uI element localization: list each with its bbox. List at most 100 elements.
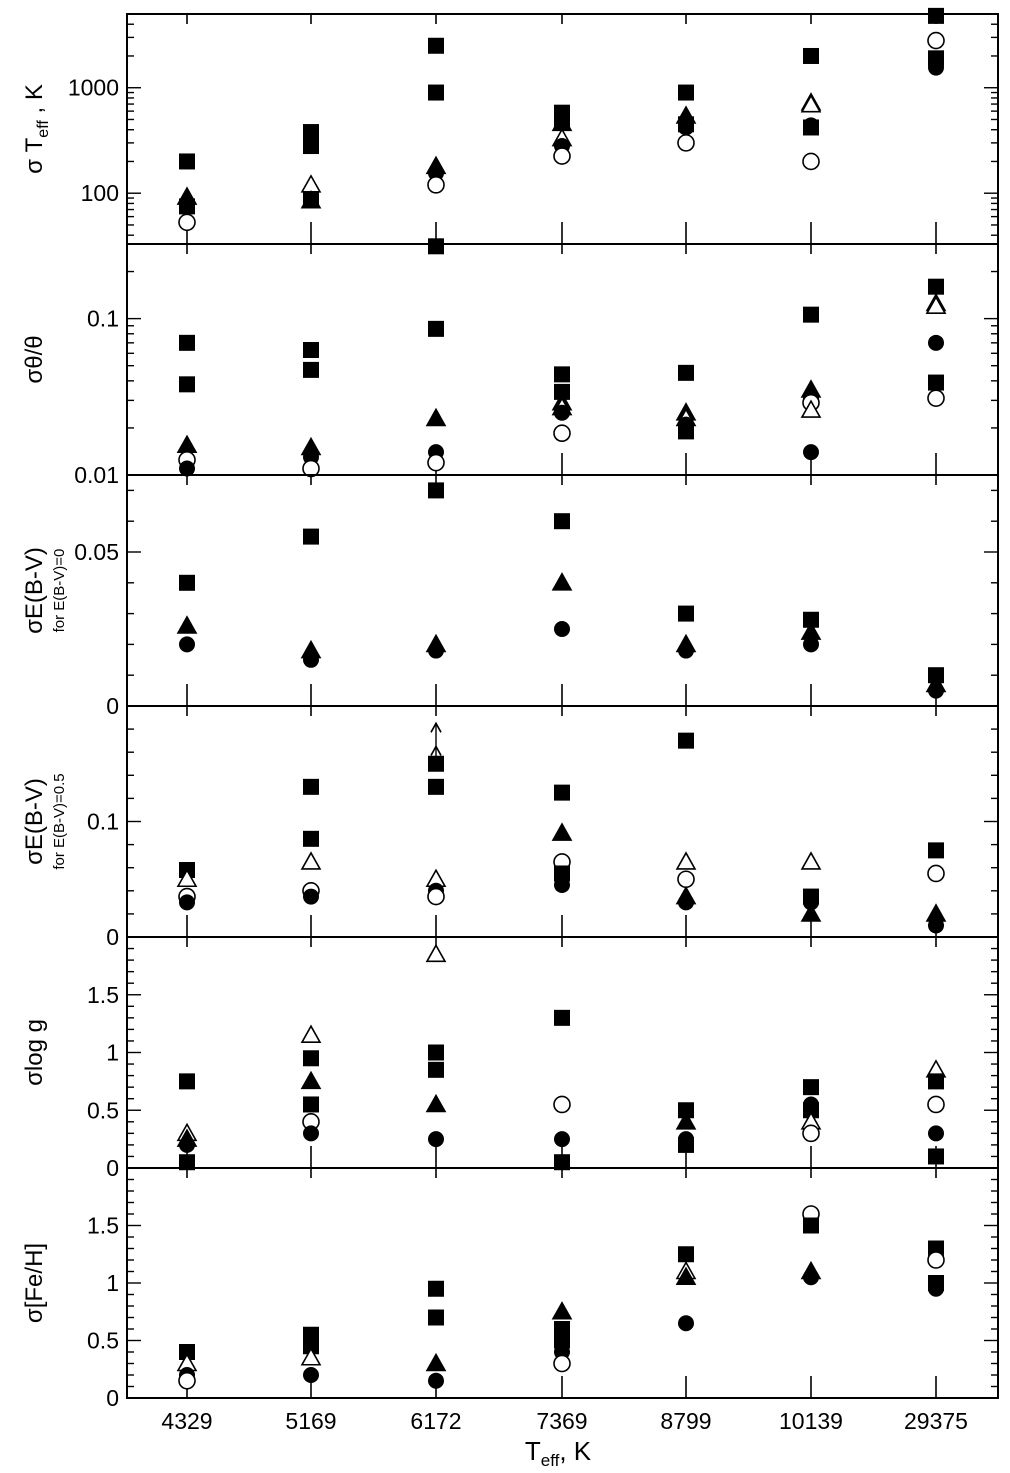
- filled-circle-point: [554, 404, 570, 421]
- data-points: [176, 482, 947, 699]
- filled-square-point: [803, 306, 819, 323]
- filled-square-point: [179, 334, 195, 351]
- filled-triangle-point: [176, 434, 198, 454]
- open-circle-point: [553, 147, 571, 165]
- filled-circle-point: [554, 1131, 570, 1148]
- y-axis-title-main: σ[Fe/H]: [21, 1243, 48, 1323]
- filled-square-point: [179, 1154, 195, 1171]
- filled-square-point: [803, 1102, 819, 1119]
- y-axis-title: σE(B-V): [21, 778, 48, 865]
- filled-square-point: [303, 341, 319, 358]
- filled-square-point: [678, 364, 694, 381]
- y-tick-label: 1: [106, 1270, 119, 1296]
- x-tick-label: 5169: [285, 1408, 336, 1434]
- filled-triangle-point: [551, 822, 573, 841]
- filled-square-point: [428, 755, 444, 772]
- filled-triangle-point: [551, 1301, 573, 1320]
- open-circle-point: [927, 389, 945, 407]
- y-axis-title: σ[Fe/H]: [21, 1243, 48, 1323]
- filled-square-point: [928, 278, 944, 295]
- filled-square-point: [928, 1073, 944, 1090]
- filled-triangle-point: [300, 1070, 322, 1090]
- filled-circle-point: [928, 334, 944, 351]
- filled-square-point: [678, 84, 694, 101]
- open-circle-point: [427, 176, 445, 194]
- y-tick-label: 0.5: [87, 1328, 119, 1354]
- x-tick-label: 7369: [536, 1408, 587, 1434]
- open-circle-point: [553, 424, 571, 443]
- x-axis: Teff, K 4329 5169 6172 7369 8799 10139 29375: [161, 1408, 968, 1470]
- x-axis-title-sub: eff: [541, 1451, 560, 1470]
- open-circle-point: [927, 31, 945, 50]
- filled-triangle-point: [176, 615, 198, 634]
- filled-circle-point: [803, 636, 819, 653]
- y-tick-label: 0: [106, 1155, 119, 1181]
- y-axis-title: σlog g: [21, 1019, 48, 1086]
- open-triangle-point: [800, 94, 822, 113]
- filled-circle-point: [928, 59, 944, 76]
- filled-square-point: [803, 1217, 819, 1234]
- y-tick-label: 1.5: [87, 982, 119, 1008]
- filled-square-point: [303, 778, 319, 795]
- y-tick-label: 1.5: [87, 1213, 119, 1239]
- open-circle-point: [178, 213, 196, 232]
- x-tick-label: 4329: [161, 1408, 212, 1434]
- panel-frame: [126, 705, 999, 938]
- open-triangle-point: [300, 1024, 322, 1043]
- filled-square-point: [179, 1344, 195, 1360]
- open-circle-point: [427, 453, 445, 472]
- open-circle-point: [802, 152, 820, 171]
- x-tick-label: 29375: [904, 1408, 968, 1434]
- filled-circle-point: [678, 642, 694, 659]
- filled-square-point: [678, 732, 694, 749]
- data-points: [176, 1205, 945, 1390]
- data-points: [176, 732, 947, 934]
- filled-triangle-point: [425, 1093, 447, 1113]
- filled-circle-point: [179, 1136, 195, 1153]
- panel-teff: 100 1000 σ Teff , K: [21, 7, 999, 245]
- filled-square-point: [928, 1148, 944, 1165]
- filled-circle-point: [428, 1131, 444, 1148]
- filled-square-point: [303, 1338, 319, 1355]
- filled-square-point: [554, 865, 570, 882]
- open-triangle-point: [925, 295, 947, 315]
- y-tick-label: 0: [106, 1385, 119, 1411]
- filled-square-point: [179, 153, 195, 170]
- y-axis-title-tail: , K: [21, 84, 48, 120]
- y-tick-label: 0.1: [87, 809, 119, 835]
- filled-triangle-point: [425, 407, 447, 427]
- filled-circle-point: [803, 117, 819, 134]
- filled-square-point: [303, 361, 319, 378]
- open-circle-point: [427, 887, 445, 906]
- open-circle-point: [802, 1124, 820, 1143]
- filled-square-point: [803, 47, 819, 64]
- open-circle-point: [677, 870, 695, 889]
- filled-square-point: [428, 37, 444, 54]
- filled-circle-point: [928, 917, 944, 934]
- open-triangle-point: [300, 174, 322, 193]
- filled-square-point: [928, 7, 944, 24]
- y-tick-label: 0.5: [87, 1097, 119, 1123]
- filled-circle-point: [303, 888, 319, 905]
- filled-square-point: [303, 124, 319, 141]
- panel-feh: 0 0.5 1 1.5 σ[Fe/H]: [21, 1167, 999, 1411]
- x-tick-label: 6172: [410, 1408, 461, 1434]
- filled-square-point: [554, 1332, 570, 1349]
- filled-circle-point: [179, 636, 195, 653]
- panel-ebv0: 0 0.05 σE(B-V) for E(B-V)=0: [21, 474, 999, 719]
- filled-circle-point: [554, 621, 570, 637]
- filled-square-point: [554, 1009, 570, 1026]
- filled-square-point: [554, 1154, 570, 1171]
- open-triangle-point: [425, 943, 447, 963]
- filled-square-point: [303, 528, 319, 545]
- y-axis-title-main: σE(B-V): [21, 547, 48, 634]
- data-points: [176, 238, 947, 478]
- filled-circle-point: [803, 444, 819, 461]
- y-tick-label: 100: [81, 180, 119, 206]
- x-axis-title-main: T: [525, 1436, 541, 1466]
- open-circle-point: [927, 1095, 945, 1114]
- filled-square-point: [803, 611, 819, 628]
- open-triangle-point: [300, 1347, 322, 1366]
- open-triangle-point: [300, 851, 322, 870]
- y-axis-title: σθ/θ: [21, 335, 48, 383]
